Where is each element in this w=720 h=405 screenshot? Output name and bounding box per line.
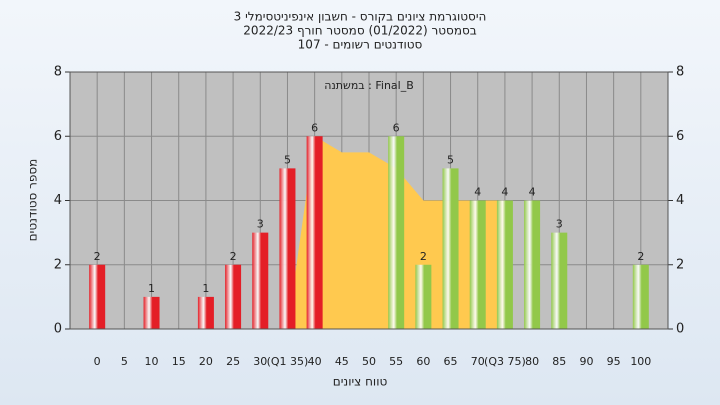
y-tick-label: 0 [54,322,62,337]
y-tick-label: 4 [54,193,62,208]
value-label: 2 [230,250,237,263]
value-label: 2 [94,250,101,263]
x-tick-label: 40 [308,355,322,368]
y2-tick-label: 2 [676,257,684,272]
x-tick-label: 70 [471,355,485,368]
value-label: 4 [529,186,536,199]
y2-tick-label: 6 [676,129,684,144]
value-label: 5 [447,153,454,166]
y2-tick-label: 4 [676,193,684,208]
bar [252,232,269,329]
value-label: 4 [474,186,481,199]
x-tick-label: 45 [335,355,349,368]
bar [469,200,486,329]
x-tick-label: 55 [389,355,403,368]
bar [306,136,323,329]
bar [197,296,214,329]
value-label: 6 [393,121,400,134]
value-label: 1 [148,282,155,295]
annotation: במשתנה : Final_B [324,79,414,92]
x-tick-label: 20 [199,355,213,368]
bar [442,168,459,329]
bar [551,232,568,329]
x-tick-label: 95 [607,355,621,368]
chart-subtitle: בסמסטר (01/2022) סמסטר חורף 2022/23 [243,24,476,38]
x-tick-label: 50 [362,355,376,368]
y-tick-label: 2 [54,257,62,272]
bar [225,264,242,329]
chart-title: היסטוגרמת ציונים בקורס - חשבון אינפיניטס… [234,10,487,24]
y2-tick-label: 0 [676,322,684,337]
x-tick-label: (Q3 75) [484,355,526,368]
y-tick-label: 6 [54,129,62,144]
chart-subtitle: סטודנטים רשומים - 107 [298,38,423,52]
y-tick-label: 8 [54,65,62,80]
bar [89,264,106,329]
x-tick-label: 15 [172,355,186,368]
bar [415,264,432,329]
bar [388,136,405,329]
x-tick-label: 5 [121,355,128,368]
x-tick-label: 65 [444,355,458,368]
x-tick-label: 60 [416,355,430,368]
value-label: 3 [556,218,563,231]
value-label: 2 [420,250,427,263]
bar [143,296,160,329]
bar [632,264,649,329]
x-tick-label: 0 [94,355,101,368]
value-label: 4 [501,186,508,199]
bar [496,200,513,329]
value-label: 6 [311,121,318,134]
x-tick-label: 85 [552,355,566,368]
y-axis-label: מספר סטודנטים [26,159,40,242]
value-label: 1 [202,282,209,295]
plot-border [69,71,669,330]
bar [524,200,541,329]
x-tick-label: 80 [525,355,539,368]
x-tick-label: 30 [253,355,267,368]
x-tick-label: 10 [145,355,159,368]
x-tick-label: 100 [630,355,651,368]
x-tick-label: (Q1 35) [267,355,309,368]
value-label: 2 [637,250,644,263]
bar [279,168,296,329]
value-label: 5 [284,153,291,166]
x-tick-label: 25 [226,355,240,368]
x-tick-label: 90 [579,355,593,368]
y2-tick-label: 8 [676,65,684,80]
x-axis-label: טווח ציונים [333,375,388,389]
value-label: 3 [257,218,264,231]
